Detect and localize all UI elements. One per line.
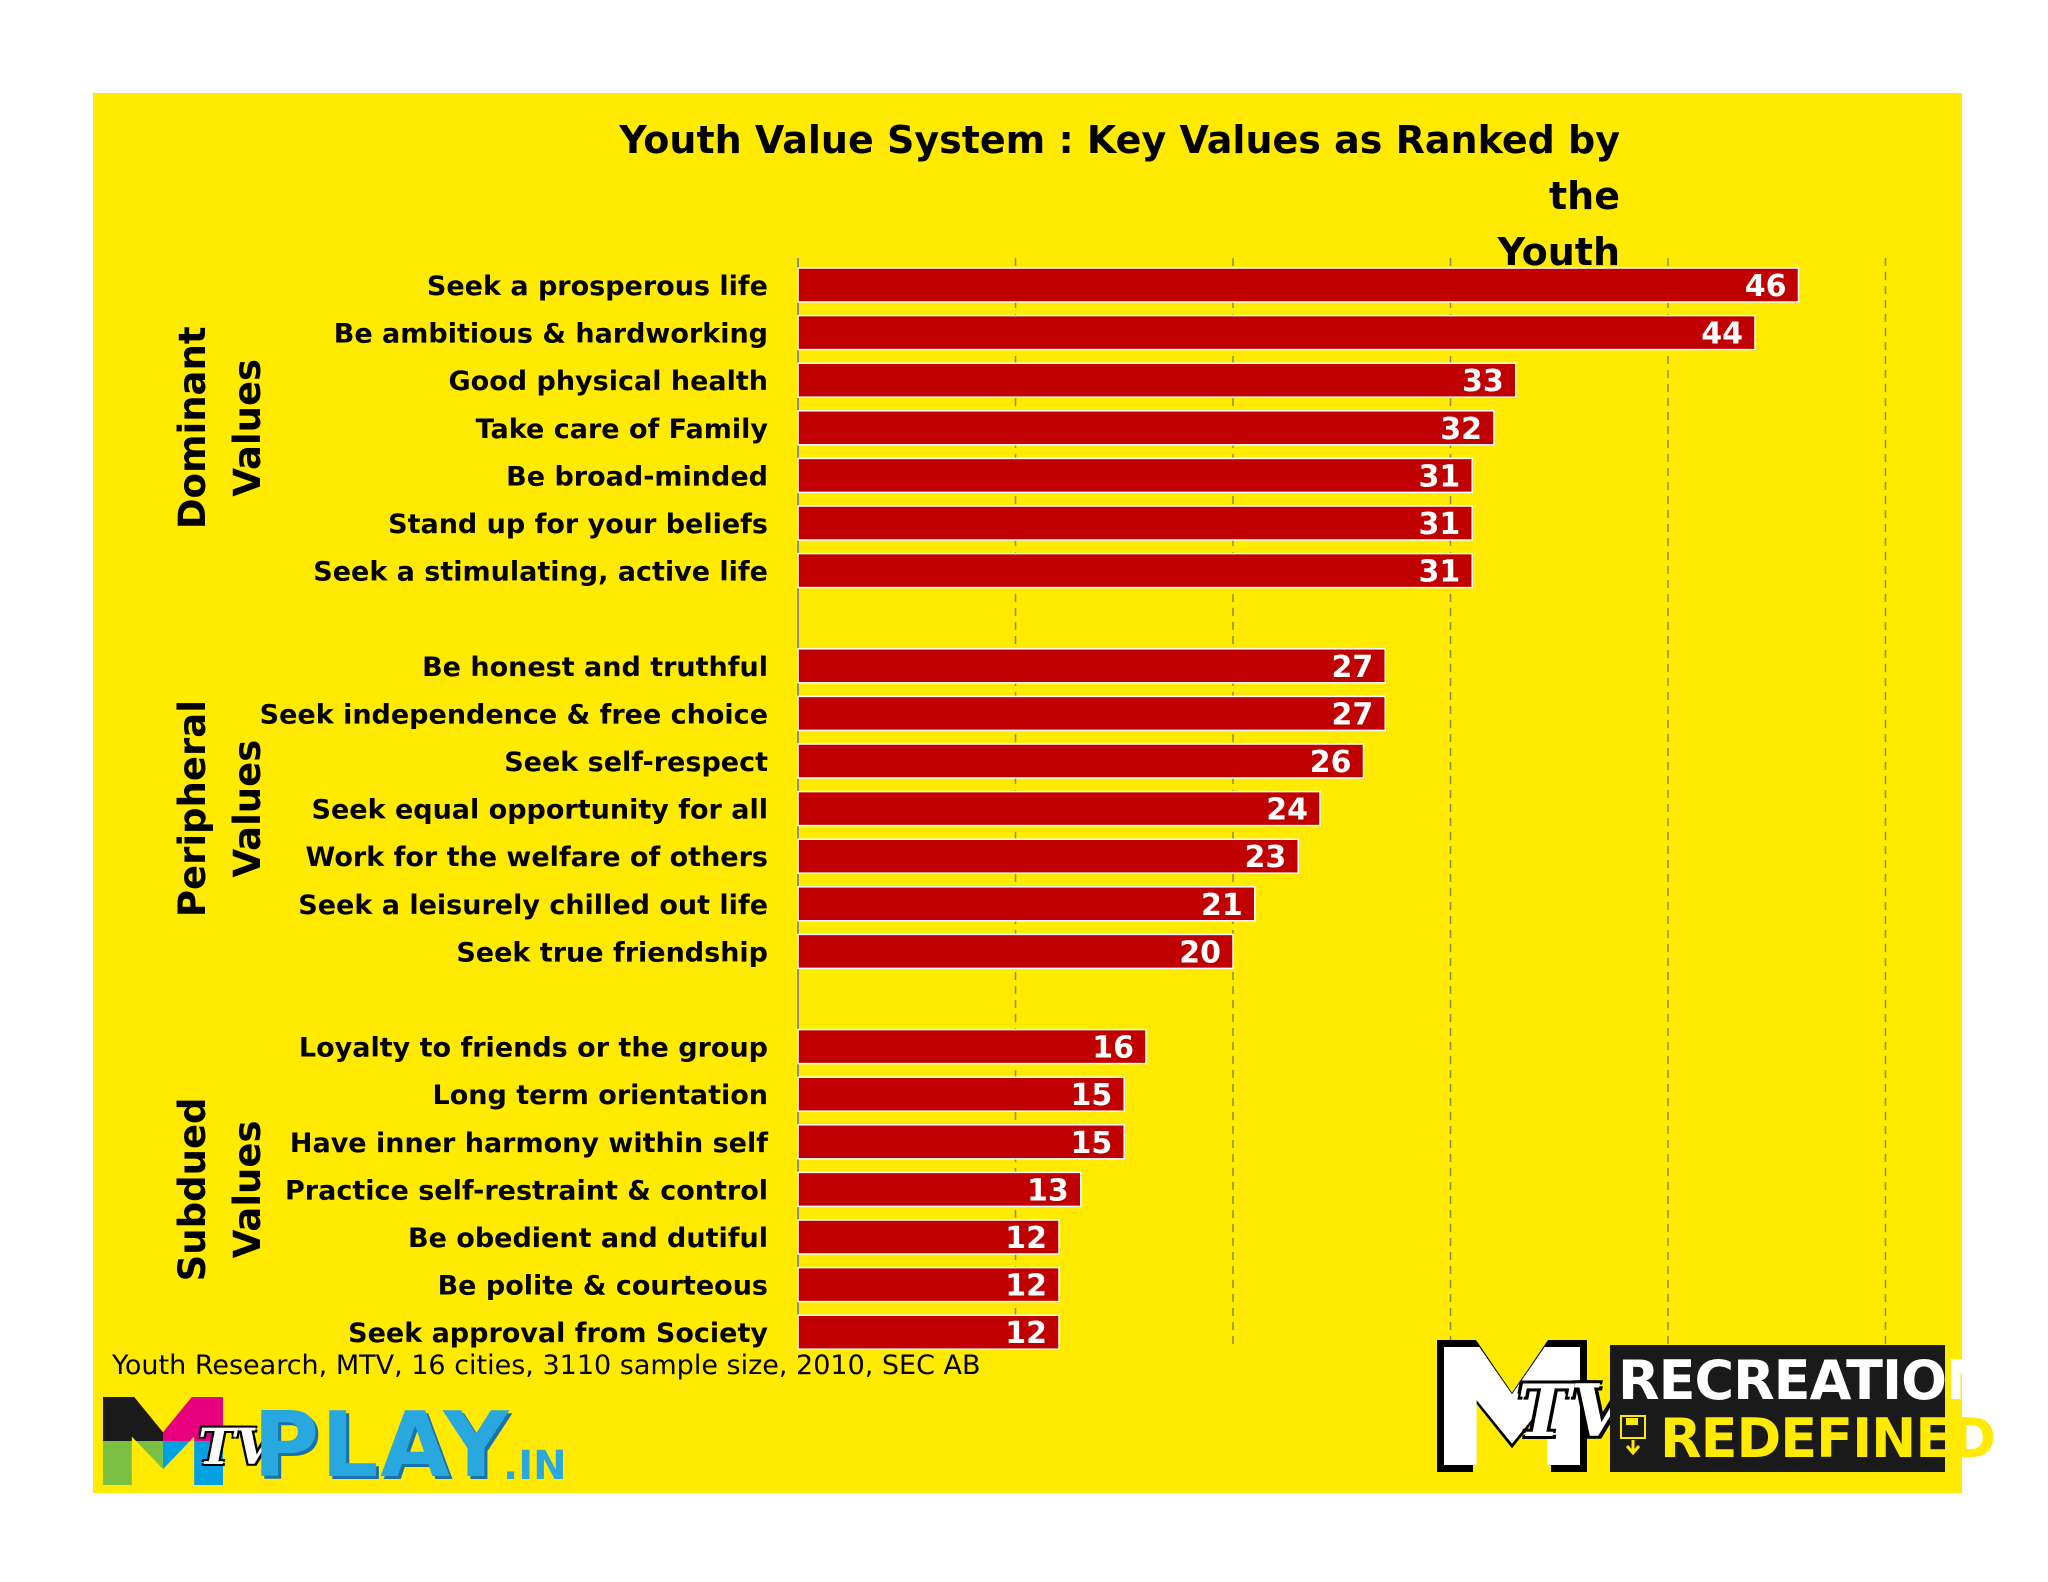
category-label-g1-i4: Work for the welfare of others — [306, 842, 768, 873]
group-label-line: Values — [226, 359, 269, 497]
value-label-g0-i2: 33 — [1462, 364, 1504, 399]
group-labels: Dominant Values Peripheral Values Subdued Val… — [171, 326, 269, 1281]
group-label-0: Dominant Values — [171, 326, 269, 529]
bar-g1-i5 — [797, 886, 1256, 922]
category-label-g2-i0: Loyalty to friends or the group — [299, 1033, 768, 1064]
category-label-g2-i3: Practice self-restraint & control — [285, 1175, 768, 1206]
bars: 4644333231313127272624232120161515131212… — [797, 267, 1800, 1351]
bar-g2-i3 — [797, 1171, 1082, 1208]
bar-g2-i0 — [797, 1028, 1147, 1065]
group-label-1: Peripheral Values — [171, 700, 269, 917]
mtv-tv-text: TV — [1517, 1368, 1627, 1453]
category-label-g0-i0: Seek a prosperous life — [427, 271, 768, 302]
value-label-g0-i4: 31 — [1419, 459, 1461, 494]
bar-g0-i6 — [797, 552, 1473, 589]
value-label-g2-i6: 12 — [1005, 1316, 1047, 1351]
category-label-g2-i6: Seek approval from Society — [348, 1318, 768, 1349]
category-label-g2-i5: Be polite & courteous — [438, 1271, 768, 1302]
bar-g1-i3 — [797, 790, 1321, 827]
bar-g0-i5 — [797, 505, 1473, 541]
floppy-download-icon — [1620, 1415, 1646, 1456]
bar-g1-i0 — [797, 648, 1386, 684]
recreation-redefined-logo: RECREATION REDEFINED — [1610, 1345, 1996, 1472]
bar-g0-i4 — [797, 457, 1473, 494]
value-label-g1-i4: 23 — [1245, 840, 1287, 875]
bar-g0-i3 — [797, 410, 1495, 446]
value-label-g0-i0: 46 — [1745, 269, 1787, 304]
value-label-g2-i0: 16 — [1092, 1031, 1134, 1066]
value-label-g2-i2: 15 — [1071, 1126, 1113, 1161]
value-label-g2-i4: 12 — [1005, 1221, 1047, 1256]
bar-g1-i2 — [797, 743, 1365, 779]
category-label-g2-i4: Be obedient and dutiful — [408, 1223, 768, 1254]
category-labels: Seek a prosperous life Be ambitious & har… — [260, 271, 769, 1349]
category-label-g1-i3: Seek equal opportunity for all — [312, 795, 768, 826]
value-label-g2-i1: 15 — [1071, 1078, 1113, 1113]
bar-g1-i1 — [797, 695, 1386, 732]
group-label-2: Subdued Values — [171, 1097, 269, 1281]
redefined-text: REDEFINED — [1660, 1407, 1996, 1470]
recreation-text: RECREATION — [1618, 1349, 1991, 1412]
value-label-g1-i1: 27 — [1332, 697, 1374, 732]
mtv-logo: TV — [1437, 1340, 1626, 1475]
value-label-g1-i5: 21 — [1201, 888, 1243, 923]
value-label-g1-i2: 26 — [1310, 745, 1352, 780]
category-label-g0-i3: Take care of Family — [476, 414, 769, 445]
category-label-g0-i4: Be broad-minded — [506, 461, 768, 492]
bar-g0-i0 — [797, 267, 1800, 303]
bar-g2-i1 — [797, 1076, 1125, 1112]
value-label-g1-i3: 24 — [1266, 793, 1308, 828]
bar-g0-i2 — [797, 362, 1517, 398]
value-label-g0-i3: 32 — [1440, 412, 1482, 447]
value-label-g0-i5: 31 — [1419, 507, 1461, 542]
category-label-g1-i2: Seek self-respect — [504, 747, 768, 778]
group-label-line: Values — [226, 740, 269, 878]
chart-title: Youth Value System : Key Values as Ranke… — [619, 118, 1620, 274]
bar-g2-i6 — [797, 1314, 1060, 1350]
play-wordmark: PLAY — [253, 1393, 511, 1498]
category-label-g0-i6: Seek a stimulating, active life — [313, 557, 768, 588]
play-domain-suffix: .IN — [503, 1443, 567, 1489]
bar-g2-i2 — [797, 1124, 1125, 1160]
category-label-g2-i1: Long term orientation — [433, 1080, 768, 1111]
bar-g0-i1 — [797, 314, 1756, 351]
category-label-g1-i0: Be honest and truthful — [422, 652, 768, 683]
mtv-play-logo[interactable]: TV PLAY .IN — [103, 1393, 573, 1498]
category-label-g1-i6: Seek true friendship — [456, 937, 768, 968]
value-label-g1-i0: 27 — [1332, 650, 1374, 685]
value-label-g1-i6: 20 — [1179, 935, 1221, 970]
group-label-line: Dominant — [171, 326, 214, 529]
mtv-tv-text: TV — [198, 1417, 275, 1476]
value-label-g2-i5: 12 — [1005, 1269, 1047, 1304]
bar-g1-i6 — [797, 933, 1234, 970]
value-label-g2-i3: 13 — [1027, 1173, 1069, 1208]
bar-g1-i4 — [797, 838, 1299, 874]
category-label-g0-i5: Stand up for your beliefs — [388, 509, 768, 540]
group-label-line: Values — [226, 1121, 269, 1259]
category-label-g1-i1: Seek independence & free choice — [260, 699, 768, 730]
category-label-g1-i5: Seek a leisurely chilled out life — [298, 890, 768, 921]
bar-g2-i5 — [797, 1266, 1060, 1303]
category-label-g0-i2: Good physical health — [449, 366, 768, 397]
value-label-g0-i6: 31 — [1419, 555, 1461, 590]
group-label-line: Peripheral — [171, 700, 214, 917]
group-label-line: Subdued — [171, 1097, 214, 1281]
category-label-g2-i2: Have inner harmony within self — [290, 1128, 768, 1159]
bar-g2-i4 — [797, 1219, 1060, 1255]
value-label-g0-i1: 44 — [1701, 317, 1743, 352]
source-note: Youth Research, MTV, 16 cities, 3110 sam… — [112, 1350, 981, 1381]
category-label-g0-i1: Be ambitious & hardworking — [334, 319, 768, 350]
